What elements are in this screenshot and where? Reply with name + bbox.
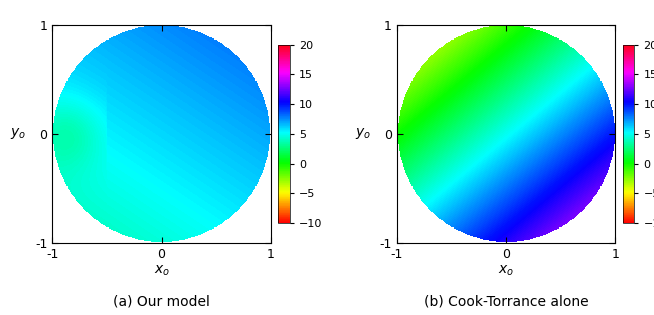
Y-axis label: $y_o$: $y_o$ bbox=[10, 126, 26, 141]
Text: (a) Our model: (a) Our model bbox=[113, 295, 210, 309]
X-axis label: $x_o$: $x_o$ bbox=[498, 264, 514, 278]
Text: (b) Cook-Torrance alone: (b) Cook-Torrance alone bbox=[424, 295, 589, 309]
Y-axis label: $y_o$: $y_o$ bbox=[355, 126, 371, 141]
X-axis label: $x_o$: $x_o$ bbox=[154, 264, 169, 278]
